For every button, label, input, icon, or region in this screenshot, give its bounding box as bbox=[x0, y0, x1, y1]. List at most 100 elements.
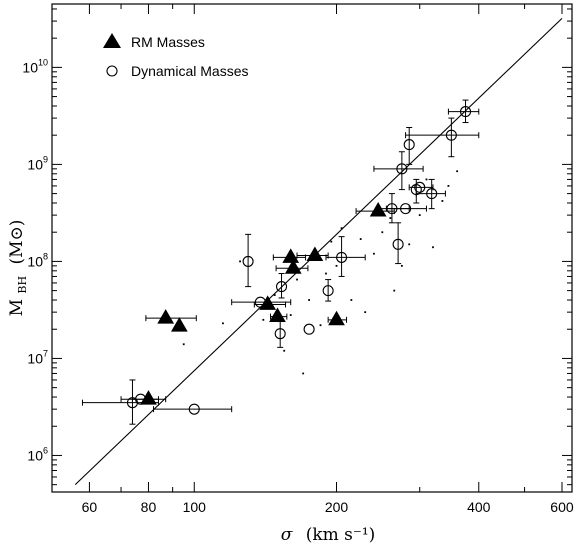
x-tick-label: 400 bbox=[467, 499, 491, 515]
y-tick-base: 10 bbox=[27, 447, 43, 463]
marker-layer bbox=[126, 106, 472, 415]
y-tick-exponent: 6 bbox=[43, 445, 48, 455]
dynamical-mass-marker bbox=[396, 163, 408, 175]
rm-mass-marker bbox=[282, 248, 300, 263]
scatter-dot bbox=[325, 272, 327, 275]
dynamical-mass-marker bbox=[274, 328, 286, 340]
y-tick-label: 108 bbox=[27, 251, 48, 269]
x-tick-label: 80 bbox=[141, 499, 157, 515]
y-axis-unit: (M⊙) bbox=[7, 220, 27, 265]
plot-area bbox=[51, 3, 573, 493]
scatter-dot bbox=[222, 322, 224, 325]
dynamical-mass-marker bbox=[403, 139, 415, 151]
y-tick-exponent: 8 bbox=[43, 251, 48, 261]
y-tick-label: 1010 bbox=[22, 57, 48, 75]
error-bar-layer bbox=[81, 99, 480, 425]
rm-mass-marker bbox=[306, 246, 324, 261]
scatter-dot bbox=[389, 217, 392, 219]
dynamical-mass-marker bbox=[188, 403, 200, 415]
y-tick-label: 109 bbox=[27, 154, 48, 172]
dynamical-mass-marker bbox=[414, 181, 426, 193]
rm-mass-marker bbox=[170, 317, 188, 332]
dynamical-mass-marker bbox=[254, 296, 266, 308]
scatter-dot bbox=[340, 227, 343, 230]
scatter-dot bbox=[262, 318, 265, 321]
fit-line bbox=[74, 17, 563, 486]
y-tick-base: 10 bbox=[22, 59, 38, 75]
rm-mass-marker bbox=[328, 310, 345, 326]
rm-mass-marker bbox=[284, 259, 302, 274]
scatter-dot bbox=[456, 170, 459, 173]
scatter-dot bbox=[441, 200, 444, 202]
scatter-dot bbox=[359, 238, 362, 240]
x-tick-label: 600 bbox=[550, 499, 574, 515]
x-tick-label: 200 bbox=[325, 499, 349, 515]
scatter-dot bbox=[350, 299, 353, 301]
y-tick-exponent: 9 bbox=[43, 154, 48, 164]
y-axis-main: M bbox=[7, 299, 27, 316]
legend-label: Dynamical Masses bbox=[131, 63, 248, 79]
rm-mass-marker bbox=[157, 309, 175, 324]
dynamical-mass-marker bbox=[303, 323, 315, 335]
scatter-dot bbox=[330, 240, 333, 243]
fit-line-layer bbox=[74, 17, 563, 486]
dynamical-mass-marker bbox=[242, 255, 254, 267]
dynamical-mass-marker bbox=[322, 285, 334, 297]
dynamical-mass-marker bbox=[336, 251, 348, 263]
dynamical-mass-marker bbox=[275, 281, 288, 293]
x-tick-label: 100 bbox=[183, 499, 207, 515]
scatter-dot bbox=[381, 231, 384, 234]
x-axis-label: σ (km s⁻¹) bbox=[281, 525, 376, 545]
scatter-dot bbox=[289, 314, 292, 316]
scatter-dots-layer bbox=[182, 170, 459, 375]
y-tick-label: 106 bbox=[27, 445, 48, 463]
rm-mass-marker bbox=[269, 307, 286, 323]
dynamical-mass-marker bbox=[459, 106, 472, 118]
legend: RM Masses Dynamical Masses bbox=[103, 33, 248, 79]
scatter-dot bbox=[425, 178, 428, 181]
scatter-dot bbox=[273, 294, 276, 296]
legend-label: RM Masses bbox=[131, 34, 205, 50]
plot-frame bbox=[51, 3, 573, 493]
y-tick-label: 107 bbox=[27, 348, 48, 366]
scatter-dot bbox=[447, 185, 450, 187]
scatter-dot bbox=[418, 214, 421, 217]
scatter-dot bbox=[408, 243, 411, 246]
y-tick-exponent: 10 bbox=[38, 57, 48, 67]
x-axis-symbol: σ bbox=[281, 525, 293, 545]
y-axis-subscript: BH bbox=[16, 276, 29, 294]
scatter-dot bbox=[400, 264, 403, 267]
dynamical-mass-marker bbox=[410, 184, 422, 196]
rm-mass-marker bbox=[140, 390, 157, 405]
dynamical-mass-marker bbox=[426, 188, 438, 200]
legend-triangle-icon bbox=[103, 33, 121, 48]
scatter-dot bbox=[393, 289, 396, 292]
scatter-dot bbox=[373, 252, 375, 255]
scatter-dot bbox=[364, 311, 367, 314]
y-tick-base: 10 bbox=[27, 253, 43, 269]
rm-mass-marker bbox=[369, 202, 387, 217]
y-tick-exponent: 7 bbox=[43, 348, 48, 358]
dynamical-mass-marker bbox=[135, 393, 147, 405]
y-tick-base: 10 bbox=[27, 350, 43, 366]
scatter-dot bbox=[283, 349, 286, 352]
dynamical-mass-marker bbox=[392, 238, 404, 250]
scatter-dot bbox=[239, 260, 241, 263]
dynamical-mass-marker bbox=[386, 203, 398, 215]
scatter-dot bbox=[302, 372, 305, 375]
dynamical-mass-marker bbox=[400, 203, 412, 215]
rm-mass-marker bbox=[259, 295, 277, 310]
scatter-dot bbox=[296, 278, 298, 281]
y-tick-base: 10 bbox=[27, 156, 43, 172]
x-axis-units: (km s⁻¹) bbox=[306, 525, 376, 545]
dynamical-mass-marker bbox=[445, 129, 457, 141]
scatter-dot bbox=[182, 343, 185, 346]
x-tick-label: 60 bbox=[82, 499, 98, 515]
y-axis-label: M BH (M⊙) bbox=[7, 220, 31, 317]
scatter-dot bbox=[308, 299, 311, 301]
scatter-dot bbox=[335, 264, 338, 267]
scatter-dot bbox=[432, 246, 434, 249]
legend-circle-icon bbox=[106, 65, 118, 77]
